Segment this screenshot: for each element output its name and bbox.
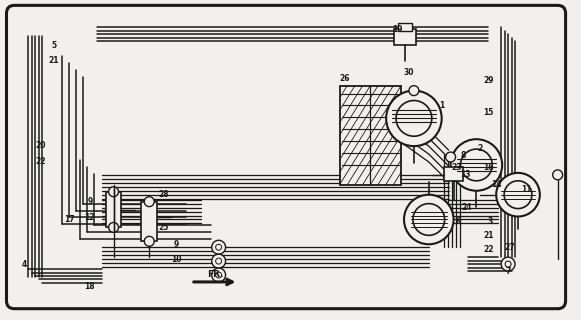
Text: 14: 14 [491, 180, 501, 189]
Circle shape [211, 254, 225, 268]
Text: 6: 6 [456, 217, 461, 226]
Circle shape [461, 149, 492, 181]
Circle shape [144, 236, 154, 246]
Text: 25: 25 [158, 223, 168, 232]
Text: 29: 29 [483, 76, 493, 85]
Circle shape [404, 195, 454, 244]
Bar [394, 29, 416, 45]
Circle shape [413, 204, 444, 235]
Bar [444, 167, 464, 181]
Text: 23: 23 [451, 164, 462, 172]
Text: 7: 7 [505, 267, 511, 276]
Circle shape [446, 152, 456, 162]
Text: 16: 16 [483, 164, 493, 172]
Bar [141, 202, 157, 241]
Circle shape [504, 181, 532, 209]
Circle shape [396, 100, 432, 136]
Circle shape [216, 244, 221, 250]
Circle shape [501, 257, 515, 271]
Bar [106, 192, 121, 228]
Circle shape [109, 187, 119, 197]
Text: 26: 26 [339, 74, 350, 83]
Circle shape [386, 91, 442, 146]
Text: 28: 28 [159, 190, 170, 199]
Circle shape [211, 240, 225, 254]
Text: 19: 19 [392, 25, 402, 34]
Circle shape [409, 86, 419, 96]
FancyBboxPatch shape [6, 5, 565, 309]
Text: 3: 3 [487, 217, 493, 226]
Text: 18: 18 [84, 282, 95, 292]
Text: 13: 13 [460, 170, 471, 180]
Text: 9: 9 [173, 240, 178, 249]
Circle shape [216, 258, 221, 264]
Text: 22: 22 [35, 157, 45, 166]
Circle shape [144, 197, 154, 207]
Text: 11: 11 [521, 185, 531, 194]
Text: 21: 21 [483, 231, 493, 240]
Text: 24: 24 [461, 203, 472, 212]
Circle shape [211, 268, 225, 282]
Circle shape [109, 222, 119, 232]
Text: 1: 1 [439, 101, 444, 110]
Text: 12: 12 [84, 213, 95, 222]
Circle shape [216, 272, 221, 278]
Circle shape [496, 173, 540, 217]
Text: 21: 21 [49, 56, 59, 65]
Text: 4: 4 [21, 260, 27, 268]
Circle shape [451, 139, 502, 191]
Text: 8: 8 [461, 150, 466, 160]
Text: 9: 9 [87, 197, 92, 206]
Bar [398, 23, 412, 31]
Text: 10: 10 [171, 255, 181, 264]
Text: FR.: FR. [207, 269, 224, 278]
Text: 27: 27 [505, 243, 515, 252]
Circle shape [553, 170, 562, 180]
Text: 15: 15 [483, 108, 493, 117]
Bar [339, 86, 401, 185]
Text: 30: 30 [404, 68, 414, 77]
Text: 5: 5 [52, 42, 56, 51]
Text: 20: 20 [35, 140, 45, 150]
Text: 22: 22 [483, 245, 493, 254]
Circle shape [505, 261, 511, 267]
Text: 2: 2 [478, 144, 483, 153]
Text: 17: 17 [64, 215, 76, 224]
